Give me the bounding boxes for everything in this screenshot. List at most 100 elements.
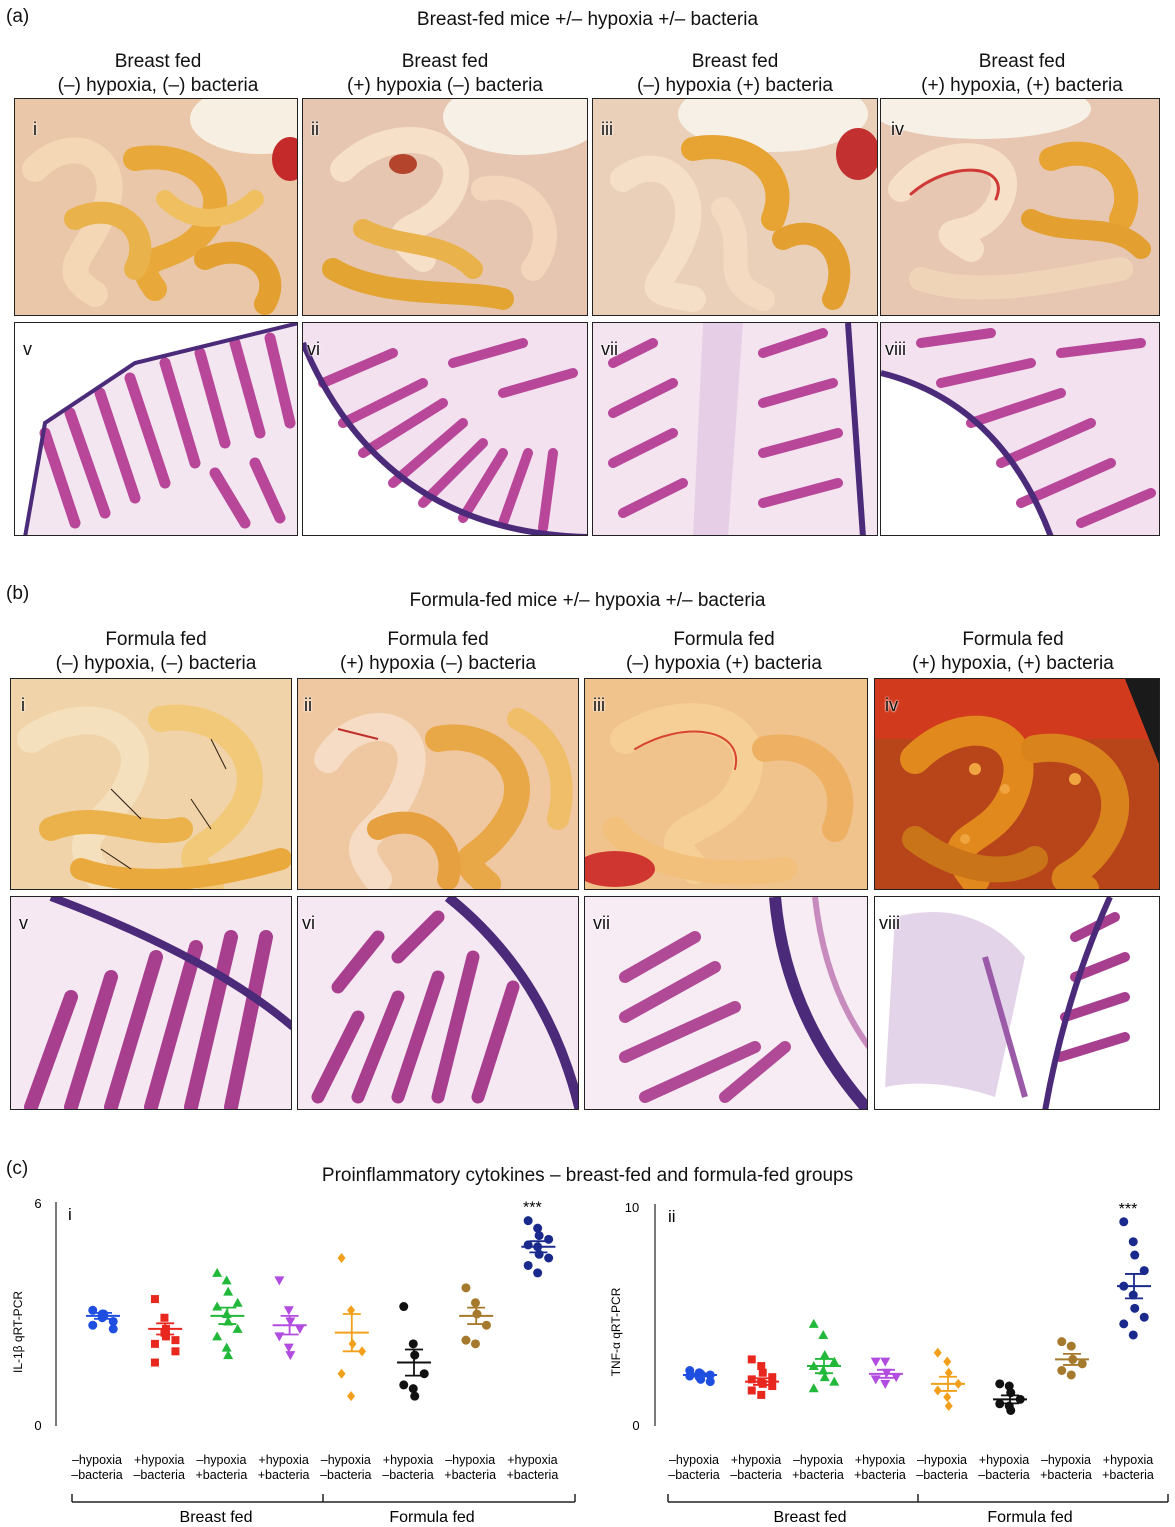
panel-b-col2-title: Formula fed (+) hypoxia (–) bacteria bbox=[290, 628, 586, 676]
histology-illustration bbox=[585, 897, 867, 1109]
histo-label: viii bbox=[879, 913, 900, 933]
data-point bbox=[944, 1401, 953, 1412]
col-title-line2: (–) hypoxia, (–) bacteria bbox=[55, 653, 257, 674]
histology-illustration bbox=[23, 323, 297, 535]
data-point bbox=[747, 1355, 756, 1364]
col-title-line1: Breast fed bbox=[691, 51, 779, 72]
photo-label: i bbox=[33, 119, 37, 139]
y-tick-min: 0 bbox=[34, 1418, 41, 1433]
data-point bbox=[1130, 1303, 1140, 1313]
data-point bbox=[880, 1379, 891, 1389]
photo-label: iv bbox=[885, 695, 898, 715]
data-point bbox=[808, 1383, 819, 1393]
histology-b-viii: viii bbox=[874, 896, 1160, 1110]
data-point bbox=[347, 1391, 356, 1402]
panel-a-col2-title: Breast fed (+) hypoxia (–) bacteria bbox=[297, 50, 593, 98]
col-title-line2: (–) hypoxia (+) bacteria bbox=[637, 75, 833, 96]
panel-c-title: Proinflammatory cytokines – breast-fed a… bbox=[321, 1165, 854, 1186]
data-point bbox=[1128, 1237, 1138, 1247]
x-tick-label: +bacteria bbox=[792, 1468, 844, 1482]
data-point bbox=[232, 1323, 243, 1333]
data-point bbox=[88, 1320, 98, 1330]
panel-b-col1-title: Formula fed (–) hypoxia, (–) bacteria bbox=[8, 628, 304, 676]
data-point bbox=[160, 1313, 169, 1322]
histology-b-vi: vi bbox=[297, 896, 579, 1110]
x-tick-label: +bacteria bbox=[854, 1468, 906, 1482]
x-tick-label: +bacteria bbox=[444, 1468, 496, 1482]
x-tick-label: –bacteria bbox=[382, 1468, 433, 1482]
group-label-breast-fed: Breast fed bbox=[774, 1509, 847, 1526]
data-point bbox=[943, 1392, 952, 1403]
data-point bbox=[358, 1346, 367, 1357]
data-point bbox=[1130, 1250, 1140, 1260]
data-point bbox=[461, 1283, 471, 1293]
intestine-illustration bbox=[11, 679, 291, 889]
photo-label: ii bbox=[304, 695, 312, 715]
data-point bbox=[944, 1367, 953, 1378]
panel-a-col3-title: Breast fed (–) hypoxia (+) bacteria bbox=[587, 50, 883, 98]
histology-a-v: v bbox=[14, 322, 298, 536]
data-point bbox=[283, 1306, 294, 1316]
histology-illustration bbox=[303, 323, 587, 535]
data-point bbox=[171, 1347, 180, 1356]
photo-label: ii bbox=[311, 119, 319, 139]
data-point bbox=[1139, 1312, 1149, 1322]
data-point bbox=[408, 1339, 418, 1349]
data-point bbox=[757, 1390, 766, 1399]
data-point bbox=[757, 1362, 766, 1371]
intestine-photo-a-iv: iv bbox=[880, 98, 1160, 316]
intestine-illustration bbox=[881, 99, 1159, 315]
histo-label: vi bbox=[302, 913, 315, 933]
significance-annotation: *** bbox=[523, 1200, 542, 1217]
x-tick-label: +bacteria bbox=[196, 1468, 248, 1482]
cytokine-charts: 6 0 i IL-1β qRT-PCR *** –hypoxia–bacteri… bbox=[11, 1196, 1169, 1526]
data-point bbox=[768, 1373, 777, 1382]
y-tick-max: 10 bbox=[625, 1200, 639, 1215]
histo-label: vi bbox=[307, 339, 320, 359]
intestine-photo-b-iii: iii bbox=[584, 678, 868, 890]
col-title-line1: Breast fed bbox=[978, 51, 1066, 72]
x-tick-label: +hypoxia bbox=[258, 1453, 308, 1467]
col-title-line2: (–) hypoxia (+) bacteria bbox=[626, 653, 822, 674]
intestine-illustration bbox=[303, 99, 587, 315]
data-point bbox=[891, 1373, 902, 1383]
data-point bbox=[221, 1275, 232, 1285]
data-point bbox=[212, 1267, 223, 1277]
histo-label: vii bbox=[601, 339, 618, 359]
data-point bbox=[523, 1216, 533, 1226]
x-tick-label: –bacteria bbox=[71, 1468, 122, 1482]
col-title-line1: Breast fed bbox=[401, 51, 489, 72]
data-point bbox=[829, 1376, 840, 1386]
data-point bbox=[274, 1276, 285, 1286]
data-point bbox=[829, 1356, 840, 1366]
data-point bbox=[294, 1324, 305, 1334]
data-point bbox=[533, 1223, 543, 1233]
x-tick-label: –bacteria bbox=[133, 1468, 184, 1482]
histology-a-viii: viii bbox=[880, 322, 1160, 536]
data-point bbox=[150, 1339, 159, 1348]
data-point bbox=[523, 1260, 533, 1270]
data-point bbox=[221, 1342, 232, 1352]
group-label-breast-fed: Breast fed bbox=[180, 1509, 253, 1526]
col-title-line1: Formula fed bbox=[387, 629, 489, 650]
data-point bbox=[758, 1368, 767, 1377]
data-point bbox=[534, 1231, 544, 1241]
histology-illustration bbox=[593, 323, 877, 535]
col-title-line1: Formula fed bbox=[673, 629, 775, 650]
photo-label: iii bbox=[593, 695, 605, 715]
histology-b-vii: vii bbox=[584, 896, 868, 1110]
chart-marks: *** bbox=[683, 1201, 1151, 1415]
col-title-line2: (+) hypoxia (–) bacteria bbox=[347, 75, 543, 96]
significance-annotation: *** bbox=[1119, 1201, 1138, 1218]
data-point bbox=[933, 1347, 942, 1358]
data-point bbox=[995, 1379, 1005, 1389]
panel-a-col4-title: Breast fed (+) hypoxia, (+) bacteria bbox=[874, 50, 1170, 98]
panel-b-title: Formula-fed mice +/– hypoxia +/– bacteri… bbox=[409, 590, 766, 611]
intestine-photo-b-i: i bbox=[10, 678, 292, 890]
x-tick-label: +bacteria bbox=[507, 1468, 559, 1482]
histo-label: viii bbox=[885, 339, 906, 359]
data-point bbox=[399, 1302, 409, 1312]
panel-a-col1-title: Breast fed (–) hypoxia, (–) bacteria bbox=[10, 50, 306, 98]
data-point bbox=[768, 1382, 777, 1391]
data-point bbox=[1057, 1366, 1067, 1375]
